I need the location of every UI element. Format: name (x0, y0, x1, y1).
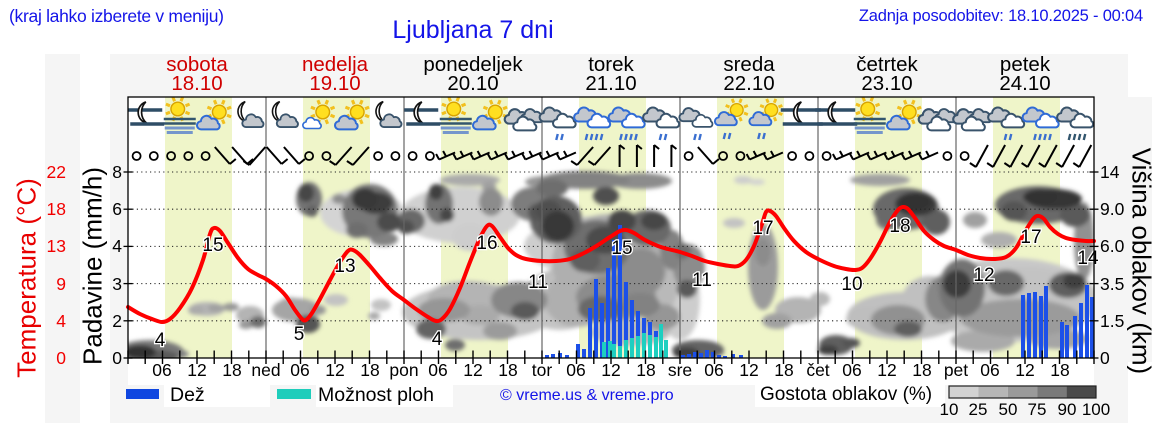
svg-text:0: 0 (112, 348, 122, 368)
svg-text:50: 50 (999, 400, 1018, 419)
svg-text:13: 13 (47, 236, 66, 256)
svg-text:5: 5 (294, 324, 305, 345)
svg-text:12: 12 (1015, 360, 1034, 380)
svg-text:15: 15 (611, 238, 632, 259)
svg-text:06: 06 (428, 360, 447, 380)
svg-text:18: 18 (360, 360, 379, 380)
svg-text:10: 10 (940, 400, 959, 419)
svg-text:14: 14 (1100, 162, 1120, 182)
svg-text:90: 90 (1058, 400, 1077, 419)
svg-text:4: 4 (432, 329, 443, 350)
svg-text:3: 3 (112, 274, 122, 294)
svg-text:11: 11 (528, 272, 548, 293)
svg-text:17: 17 (1020, 227, 1041, 248)
svg-text:tor: tor (532, 360, 553, 380)
svg-text:4: 4 (56, 311, 66, 331)
svg-text:18: 18 (222, 360, 241, 380)
svg-text:pon: pon (389, 360, 418, 380)
svg-text:18: 18 (774, 360, 793, 380)
svg-text:12: 12 (601, 360, 620, 380)
svg-text:6.0: 6.0 (1100, 236, 1125, 256)
svg-text:18: 18 (636, 360, 655, 380)
svg-text:17: 17 (752, 218, 773, 239)
svg-text:9: 9 (56, 274, 66, 294)
svg-text:2: 2 (112, 311, 122, 331)
svg-text:06: 06 (980, 360, 999, 380)
svg-text:18: 18 (498, 360, 517, 380)
svg-text:22: 22 (47, 162, 66, 182)
svg-text:12: 12 (325, 360, 344, 380)
svg-text:1.5: 1.5 (1100, 311, 1124, 331)
svg-text:čet: čet (806, 360, 829, 380)
svg-text:18: 18 (912, 360, 931, 380)
svg-text:3.5: 3.5 (1100, 274, 1124, 294)
svg-text:9.0: 9.0 (1100, 199, 1125, 219)
svg-text:8: 8 (112, 162, 122, 182)
svg-text:sre: sre (668, 360, 692, 380)
svg-text:12: 12 (463, 360, 482, 380)
svg-text:18: 18 (47, 199, 66, 219)
svg-text:ned: ned (251, 360, 280, 380)
svg-text:12: 12 (187, 360, 206, 380)
svg-text:06: 06 (704, 360, 723, 380)
svg-text:15: 15 (202, 235, 223, 256)
svg-text:6: 6 (112, 199, 122, 219)
svg-text:14: 14 (1077, 248, 1099, 269)
svg-text:12: 12 (877, 360, 896, 380)
svg-text:10: 10 (841, 274, 862, 295)
svg-text:11: 11 (692, 270, 712, 291)
svg-text:06: 06 (290, 360, 309, 380)
svg-text:18: 18 (1050, 360, 1069, 380)
svg-text:4: 4 (155, 330, 166, 351)
svg-text:4: 4 (112, 236, 122, 256)
svg-text:0: 0 (56, 348, 66, 368)
svg-text:16: 16 (476, 233, 497, 254)
svg-text:13: 13 (334, 256, 355, 277)
svg-text:12: 12 (739, 360, 758, 380)
svg-text:06: 06 (152, 360, 171, 380)
svg-text:100: 100 (1082, 400, 1110, 419)
svg-text:75: 75 (1028, 400, 1047, 419)
svg-text:06: 06 (566, 360, 585, 380)
svg-text:25: 25 (969, 400, 988, 419)
svg-text:12: 12 (973, 265, 994, 286)
svg-text:pet: pet (944, 360, 968, 380)
svg-text:0: 0 (1100, 348, 1110, 368)
svg-text:06: 06 (842, 360, 861, 380)
svg-text:18: 18 (889, 216, 910, 237)
